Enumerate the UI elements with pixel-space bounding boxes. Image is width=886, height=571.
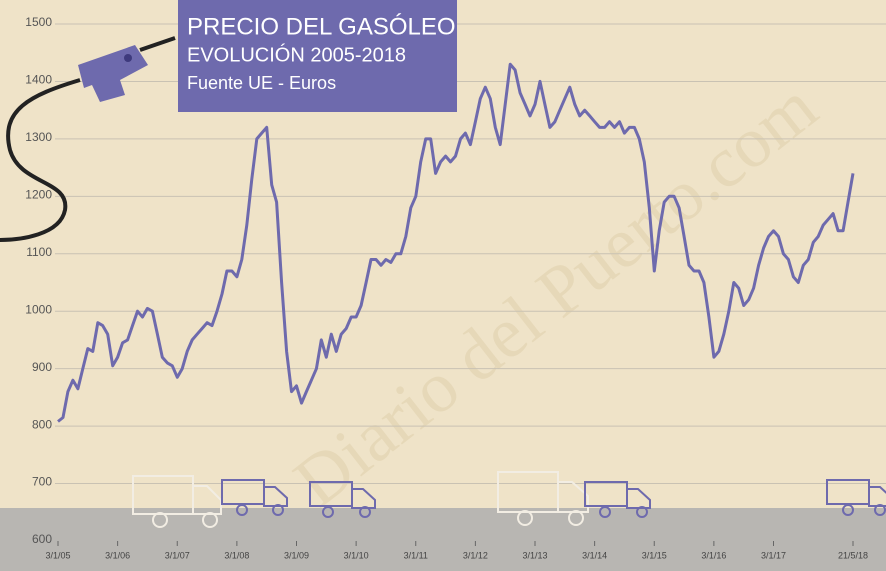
chart-title: PRECIO DEL GASÓLEO: [187, 13, 456, 40]
bottom-band: [0, 508, 886, 571]
y-tick-label: 1400: [25, 73, 52, 87]
y-tick-label: 1200: [25, 188, 52, 202]
x-tick-label: 3/1/05: [45, 550, 70, 560]
x-tick-label: 3/1/14: [582, 550, 607, 560]
x-tick-label: 3/1/17: [761, 550, 786, 560]
x-tick-label: 21/5/18: [838, 550, 868, 560]
chart-subtitle: EVOLUCIÓN 2005-2018: [187, 43, 406, 66]
y-tick-label: 1000: [25, 302, 52, 316]
x-tick-label: 3/1/11: [404, 550, 428, 560]
y-tick-label: 600: [32, 532, 52, 546]
x-tick-label: 3/1/10: [344, 550, 369, 560]
y-tick-label: 1300: [25, 130, 52, 144]
y-tick-label: 900: [32, 360, 52, 374]
source: Fuente UE - Euros: [187, 73, 336, 93]
x-tick-label: 3/1/07: [165, 550, 190, 560]
x-tick-label: 3/1/06: [105, 550, 130, 560]
line: [57, 62, 855, 423]
x-tick-label: 3/1/15: [642, 550, 667, 560]
y-tick-label: 1500: [25, 15, 52, 29]
x-tick-label: 3/1/08: [224, 550, 249, 560]
x-tick-label: 3/1/16: [701, 550, 726, 560]
fuel-nozzle: [0, 36, 176, 242]
y-tick-label: 700: [32, 475, 52, 489]
x-tick-label: 3/1/13: [522, 550, 547, 560]
trucks: [132, 471, 886, 528]
x-tick-label: 3/1/12: [463, 550, 488, 560]
y-tick-label: 1100: [26, 245, 52, 259]
title-box: [178, 0, 457, 112]
y-tick-label: 800: [32, 417, 52, 431]
x-tick-label: 3/1/09: [284, 550, 309, 560]
